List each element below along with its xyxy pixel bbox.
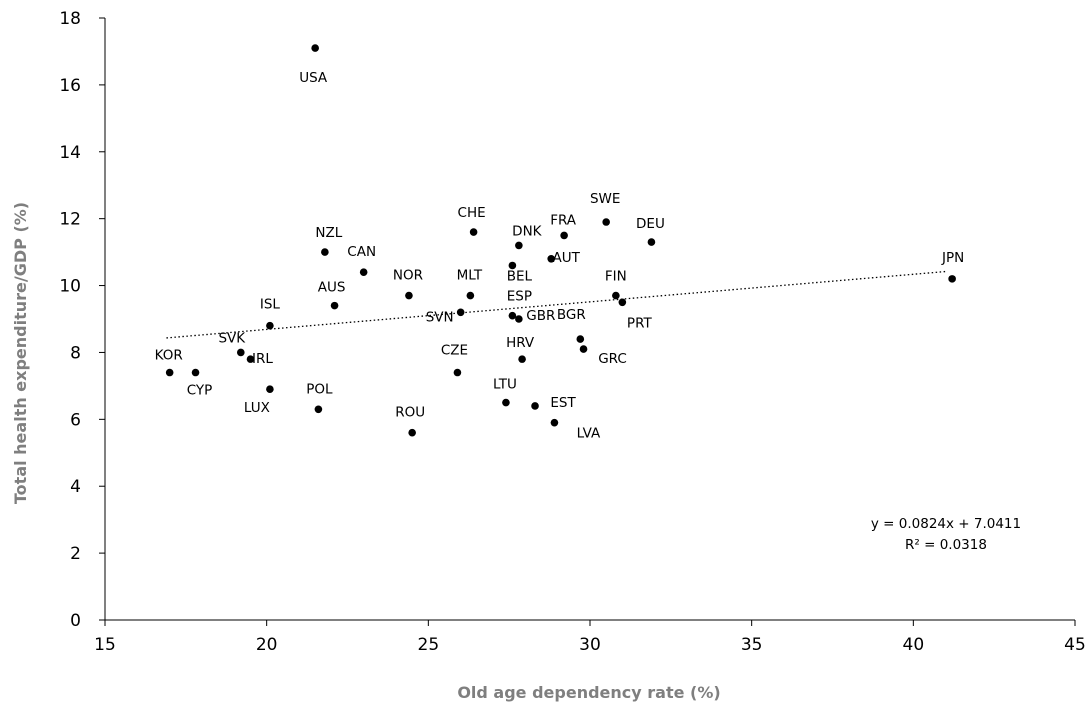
data-point-fin	[612, 291, 620, 300]
point-label-aus: AUS	[318, 280, 346, 296]
data-point-svn	[456, 308, 465, 317]
x-tick-label: 40	[903, 635, 925, 655]
data-points	[165, 44, 956, 437]
point-label-can: CAN	[347, 244, 376, 260]
point-label-irl: IRL	[252, 351, 273, 367]
point-label-prt: PRT	[627, 315, 653, 331]
point-label-dnk: DNK	[512, 223, 542, 239]
point-label-est: EST	[550, 395, 576, 411]
y-tick-label: 2	[70, 544, 81, 564]
data-point-aut	[547, 254, 555, 263]
data-point-usa	[311, 44, 319, 52]
data-point-kor	[165, 368, 174, 377]
data-point-grc	[579, 345, 588, 353]
y-tick-label: 8	[70, 343, 81, 363]
y-axis-title: Total health expenditure/GDP (%)	[11, 202, 30, 504]
point-label-svk: SVK	[218, 330, 246, 346]
data-point-pol	[314, 405, 323, 414]
point-label-deu: DEU	[636, 216, 665, 232]
data-point-deu	[647, 238, 656, 246]
point-label-ltu: LTU	[493, 377, 517, 393]
data-point-ltu	[502, 398, 510, 407]
data-point-prt	[618, 298, 627, 307]
point-label-usa: USA	[299, 70, 328, 86]
trendline-r-squared: R² = 0.0318	[905, 537, 987, 553]
data-point-bgr	[576, 335, 585, 343]
point-label-esp: ESP	[507, 289, 532, 305]
point-label-isl: ISL	[260, 297, 281, 313]
point-label-pol: POL	[306, 381, 333, 397]
point-label-mlt: MLT	[457, 268, 483, 284]
data-point-rou	[408, 428, 416, 437]
point-label-jpn: JPN	[941, 250, 964, 266]
point-label-cze: CZE	[441, 343, 468, 359]
point-label-svn: SVN	[426, 309, 454, 325]
data-point-hrv	[518, 355, 526, 363]
point-label-nor: NOR	[393, 268, 423, 284]
y-tick-label: 18	[59, 9, 81, 29]
point-label-che: CHE	[458, 205, 486, 221]
data-point-cze	[453, 368, 462, 377]
data-point-mlt	[466, 291, 475, 300]
point-label-bel: BEL	[507, 268, 533, 284]
x-tick-label: 20	[256, 635, 278, 655]
point-label-fra: FRA	[550, 212, 577, 228]
data-point-lux	[266, 385, 274, 394]
data-point-dnk	[515, 241, 523, 250]
y-tick-label: 6	[70, 410, 81, 430]
data-point-bel	[508, 261, 517, 270]
data-point-est	[531, 402, 539, 410]
point-labels: USA NZL CAN AUS ISL SVK IRL KOR CYP LUX POL NOR ROU C…	[155, 70, 965, 442]
point-label-gbr: GBR	[526, 308, 555, 324]
trendline	[166, 270, 946, 339]
data-point-lva	[550, 418, 559, 427]
x-tick-label: 35	[741, 635, 763, 655]
x-tick-label: 25	[418, 635, 440, 655]
y-tick-label: 0	[70, 611, 81, 631]
y-tick-label: 14	[59, 143, 81, 163]
x-tick-label: 15	[94, 635, 116, 655]
point-label-cyp: CYP	[187, 383, 213, 399]
x-axis-title: Old age dependency rate (%)	[457, 683, 720, 702]
point-label-aut: AUT	[553, 250, 581, 266]
data-point-nzl	[321, 248, 329, 256]
x-tick-label: 45	[1064, 635, 1086, 655]
data-point-che	[469, 228, 478, 236]
data-point-cyp	[191, 368, 200, 377]
data-point-gbr	[515, 315, 523, 323]
point-label-grc: GRC	[598, 351, 627, 367]
y-tick-label: 12	[59, 210, 81, 230]
y-tick-label: 4	[70, 477, 81, 497]
data-point-swe	[602, 218, 610, 226]
data-point-svk	[237, 348, 245, 357]
data-point-nor	[405, 291, 413, 300]
data-point-fra	[560, 231, 568, 240]
y-axis-ticks: 0 2 4 6 8 10 12 14 16 18	[59, 9, 105, 631]
data-point-aus	[330, 301, 339, 310]
point-label-bgr: BGR	[557, 307, 586, 323]
point-label-swe: SWE	[590, 191, 620, 207]
point-label-lva: LVA	[577, 426, 601, 442]
data-point-jpn	[948, 275, 956, 283]
trendline-equation: y = 0.0824x + 7.0411	[871, 516, 1021, 532]
point-label-kor: KOR	[155, 348, 183, 364]
point-label-fin: FIN	[605, 269, 627, 285]
data-point-esp	[508, 311, 517, 320]
y-tick-label: 10	[59, 277, 81, 297]
point-label-rou: ROU	[395, 405, 425, 421]
point-label-lux: LUX	[244, 400, 270, 416]
data-point-irl	[246, 355, 255, 363]
y-tick-label: 16	[59, 76, 81, 96]
point-label-nzl: NZL	[315, 225, 342, 241]
data-point-can	[359, 268, 368, 276]
x-tick-label: 30	[579, 635, 601, 655]
point-label-hrv: HRV	[506, 335, 535, 351]
data-point-isl	[266, 321, 274, 330]
x-axis-ticks: 15 20 25 30 35 40 45	[94, 620, 1086, 655]
